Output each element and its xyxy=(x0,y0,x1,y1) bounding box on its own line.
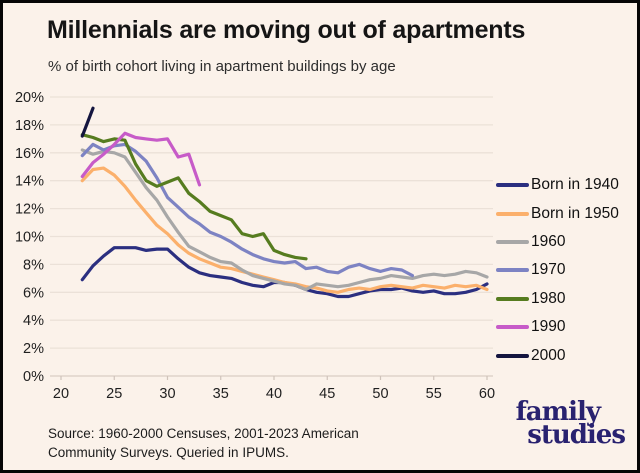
source-line-1: Source: 1960-2000 Censuses, 2001-2023 Am… xyxy=(48,426,359,441)
y-tick-label: 0% xyxy=(23,369,44,385)
legend-swatch xyxy=(496,183,529,188)
legend-item-1960: 1960 xyxy=(496,228,619,256)
y-tick-label: 18% xyxy=(15,118,44,134)
y-tick-label: 10% xyxy=(15,230,44,246)
y-tick-label: 4% xyxy=(23,313,44,329)
source-note: Source: 1960-2000 Censuses, 2001-2023 Am… xyxy=(48,424,359,462)
legend-label: 2000 xyxy=(531,346,566,364)
x-tick-label: 45 xyxy=(319,386,335,402)
x-tick-label: 30 xyxy=(159,386,175,402)
source-line-2: Community Surveys. Queried in IPUMS. xyxy=(48,445,289,460)
legend-label: 1970 xyxy=(531,261,566,279)
x-tick-label: 60 xyxy=(479,386,495,402)
legend-item-1970: 1970 xyxy=(496,256,619,284)
series-line-1990 xyxy=(80,131,202,187)
legend-item-1980: 1980 xyxy=(496,285,619,313)
y-tick-label: 14% xyxy=(15,174,44,190)
chart-title: Millennials are moving out of apartments xyxy=(47,16,526,44)
legend-swatch xyxy=(496,211,529,216)
legend-item-born-in-1940: Born in 1940 xyxy=(496,171,619,199)
x-tick-label: 20 xyxy=(53,386,69,402)
legend-label: 1980 xyxy=(531,289,566,307)
legend-item-2000: 2000 xyxy=(496,341,619,369)
series-line-2000 xyxy=(80,106,95,138)
x-tick-label: 25 xyxy=(106,386,122,402)
legend-swatch xyxy=(496,268,529,273)
family-studies-logo: family studies xyxy=(515,397,626,450)
legend: Born in 1940 Born in 1950 1960 1970 1980 1990… xyxy=(496,171,619,370)
legend-swatch xyxy=(496,325,529,330)
y-tick-label: 8% xyxy=(23,257,44,273)
logo-word-studies: studies xyxy=(527,420,626,450)
y-tick-label: 6% xyxy=(23,285,44,301)
legend-item-born-in-1950: Born in 1950 xyxy=(496,199,619,227)
x-tick-label: 50 xyxy=(372,386,388,402)
x-tick-label: 40 xyxy=(266,386,282,402)
x-tick-label: 35 xyxy=(213,386,229,402)
logo-word-family: family xyxy=(515,397,601,427)
legend-swatch xyxy=(496,296,529,301)
chart-subtitle: % of birth cohort living in apartment bu… xyxy=(48,58,396,75)
y-tick-label: 20% xyxy=(15,90,44,106)
y-tick-label: 16% xyxy=(15,146,44,162)
legend-label: Born in 1940 xyxy=(531,176,619,194)
y-tick-label: 12% xyxy=(15,202,44,218)
legend-label: 1960 xyxy=(531,232,566,250)
legend-label: Born in 1950 xyxy=(531,204,619,222)
x-tick-label: 55 xyxy=(426,386,442,402)
series-line-1970 xyxy=(80,142,414,278)
series-line-1960 xyxy=(80,148,489,292)
legend-swatch xyxy=(496,239,529,244)
legend-label: 1990 xyxy=(531,318,566,336)
legend-swatch xyxy=(496,353,529,358)
legend-item-1990: 1990 xyxy=(496,313,619,341)
y-tick-label: 2% xyxy=(23,341,44,357)
